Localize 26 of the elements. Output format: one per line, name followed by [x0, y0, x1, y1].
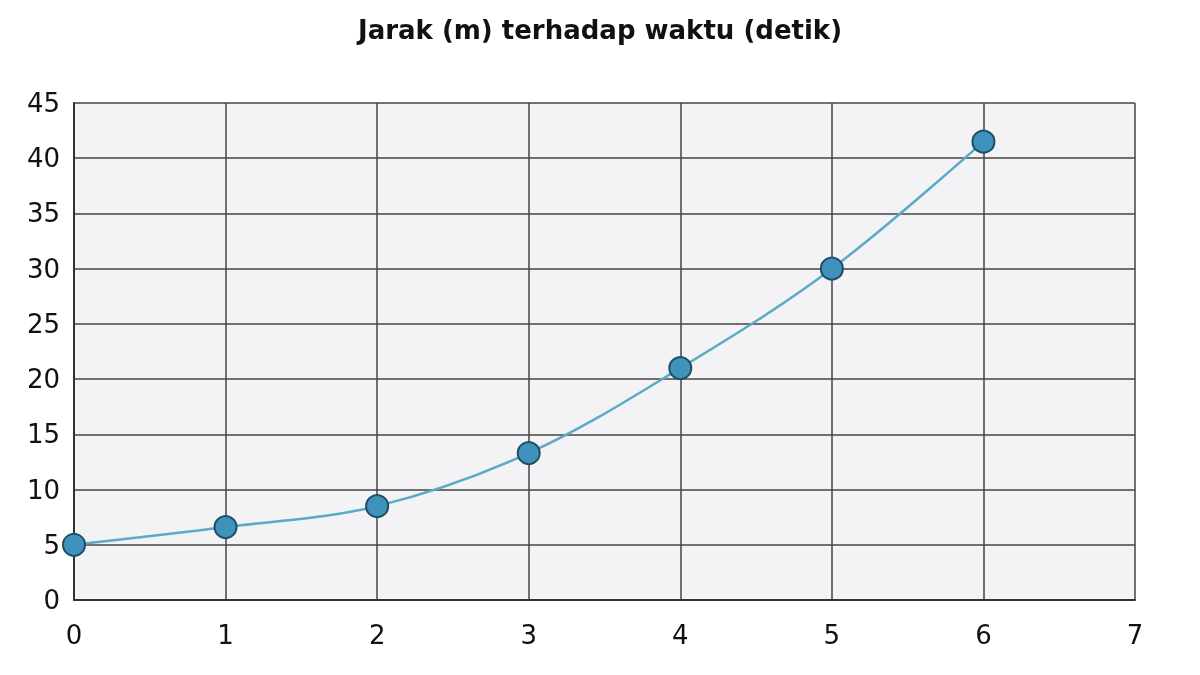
y-tick-label: 30 [26, 253, 60, 284]
x-tick-label: 1 [217, 620, 234, 650]
chart-title: Jarak (m) terhadap waktu (detik) [355, 15, 843, 45]
y-tick-label: 20 [26, 364, 60, 395]
point [819, 256, 844, 281]
x-tick-label: 0 [65, 620, 83, 650]
x-tick-label: 5 [823, 620, 841, 650]
y-tick-label: 5 [43, 529, 60, 560]
x-tick-label: 2 [368, 620, 386, 650]
y-tick-label: 35 [26, 198, 60, 229]
y-tick-label: 10 [26, 474, 60, 505]
point [213, 515, 238, 540]
point [516, 441, 541, 466]
point [971, 129, 996, 154]
point [62, 532, 86, 557]
x-tick-label: 3 [520, 620, 537, 650]
x-tick-label: 7 [1126, 620, 1144, 650]
x-tick-label: 4 [672, 620, 689, 650]
x-tick-label: 6 [975, 620, 992, 650]
y-tick-label: 45 [26, 88, 60, 118]
point [365, 494, 390, 519]
y-tick-label: 15 [26, 419, 60, 450]
y-tick-label: 40 [26, 143, 60, 174]
y-tick-label: 25 [26, 308, 60, 339]
y-tick-label: 0 [43, 585, 60, 615]
point [668, 356, 693, 381]
